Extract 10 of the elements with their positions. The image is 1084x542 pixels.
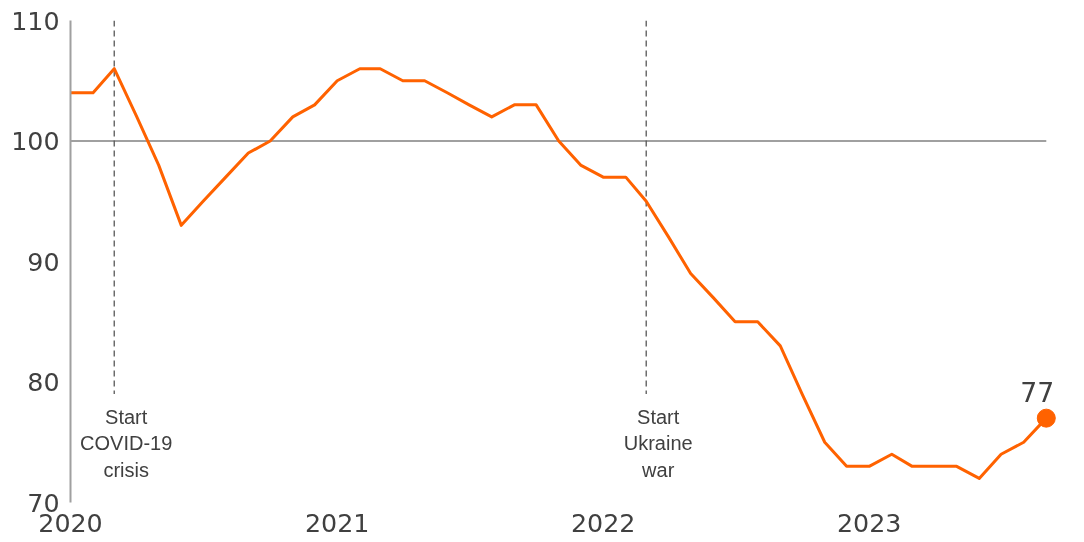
x-tick-label: 2022: [570, 507, 636, 538]
ref-line-label: Start COVID-19 crisis: [80, 406, 173, 481]
x-tick-label: 2021: [304, 507, 370, 538]
x-tick-label: 2023: [836, 507, 902, 538]
y-tick-label: 90: [27, 246, 60, 277]
ref-line-label: Start Ukraine war: [623, 406, 693, 481]
y-tick-label: 80: [27, 367, 60, 397]
y-tick-label: 100: [11, 126, 60, 156]
y-tick-label: 110: [11, 5, 60, 36]
annotation: 77: [1020, 377, 1055, 409]
